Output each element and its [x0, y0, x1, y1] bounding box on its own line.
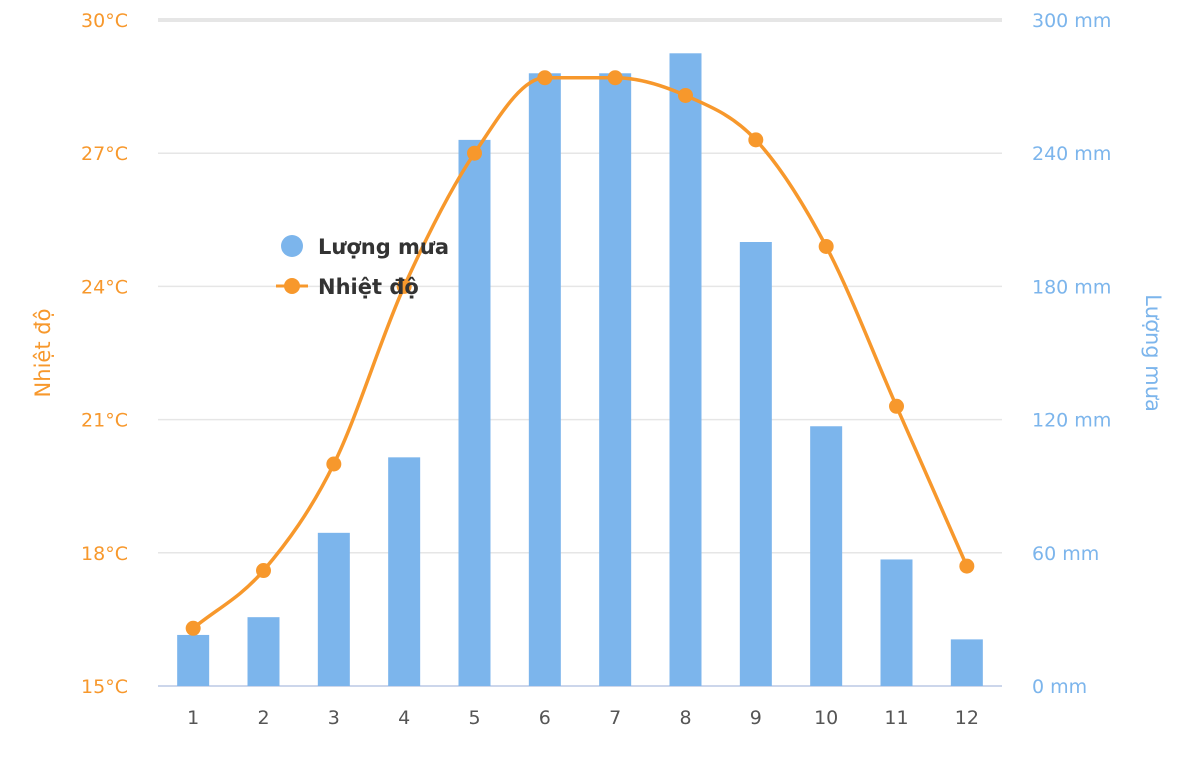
temperature-point[interactable] [959, 558, 975, 574]
right-tick-label: 240 mm [1032, 143, 1111, 165]
legend-rainfall-marker [281, 235, 303, 257]
right-tick-label: 300 mm [1032, 10, 1111, 32]
legend-item-temperature[interactable]: Nhiệt độ [276, 275, 419, 299]
rainfall-bar[interactable] [528, 73, 561, 686]
temperature-point[interactable] [467, 145, 482, 161]
temperature-point[interactable] [396, 278, 412, 294]
x-tick-label: 7 [609, 707, 621, 729]
legend-temperature-marker [284, 278, 300, 294]
x-tick-label: 9 [750, 707, 762, 729]
rainfall-bar[interactable] [950, 639, 983, 686]
left-tick-label: 15°C [81, 676, 128, 698]
left-tick-label: 18°C [81, 543, 128, 565]
x-axis-ticks: 1 2 3 4 5 6 7 8 9 10 11 12 [187, 707, 979, 729]
x-tick-label: 8 [679, 707, 691, 729]
rainfall-bar[interactable] [177, 634, 210, 686]
rainfall-bar[interactable] [388, 457, 421, 686]
right-tick-label: 120 mm [1032, 410, 1111, 432]
left-tick-label: 21°C [81, 410, 128, 432]
x-tick-label: 6 [539, 707, 551, 729]
x-tick-label: 2 [257, 707, 269, 729]
temperature-line-path [192, 75, 969, 630]
right-tick-label: 60 mm [1032, 543, 1099, 565]
left-tick-label: 30°C [81, 10, 128, 32]
x-tick-label: 4 [398, 707, 410, 729]
temperature-point[interactable] [607, 70, 623, 86]
legend-item-rainfall[interactable]: Lượng mưa [281, 235, 449, 259]
rainfall-bar[interactable] [880, 559, 913, 686]
x-tick-label: 1 [187, 707, 199, 729]
x-tick-label: 10 [814, 707, 838, 729]
left-axis-title: Nhiệt độ [31, 309, 55, 398]
temperature-line [185, 70, 975, 636]
x-tick-label: 3 [328, 707, 340, 729]
x-tick-label: 5 [468, 707, 480, 729]
temperature-point[interactable] [889, 398, 904, 414]
legend-temperature-label: Nhiệt độ [318, 275, 419, 299]
temperature-point[interactable] [185, 620, 201, 636]
right-tick-label: 0 mm [1032, 676, 1087, 698]
rainfall-bar[interactable] [810, 426, 843, 686]
temperature-point[interactable] [678, 87, 693, 103]
x-tick-label: 12 [955, 707, 979, 729]
legend-rainfall-label: Lượng mưa [318, 235, 449, 259]
right-tick-label: 180 mm [1032, 276, 1111, 298]
temperature-point[interactable] [818, 238, 834, 254]
rainfall-bars [177, 53, 983, 687]
rainfall-bar[interactable] [739, 242, 772, 686]
rainfall-bar[interactable] [458, 139, 491, 686]
temperature-point[interactable] [748, 132, 764, 148]
rainfall-bar[interactable] [669, 53, 702, 687]
rainfall-bar[interactable] [317, 532, 350, 686]
legend[interactable]: Lượng mưa Nhiệt độ [276, 235, 449, 299]
rainfall-bar[interactable] [599, 73, 632, 686]
left-tick-label: 24°C [81, 276, 128, 298]
left-tick-label: 27°C [81, 143, 128, 165]
x-tick-label: 11 [884, 707, 908, 729]
left-axis-ticks: 15°C 18°C 21°C 24°C 27°C 30°C [81, 10, 128, 698]
right-axis-ticks: 0 mm 60 mm 120 mm 180 mm 240 mm 300 mm [1032, 10, 1111, 698]
rainfall-bar[interactable] [247, 617, 280, 686]
temperature-point[interactable] [537, 70, 553, 86]
right-axis-title: Lượng mưa [1141, 294, 1165, 412]
temperature-point[interactable] [256, 563, 271, 579]
temperature-point[interactable] [326, 456, 342, 472]
